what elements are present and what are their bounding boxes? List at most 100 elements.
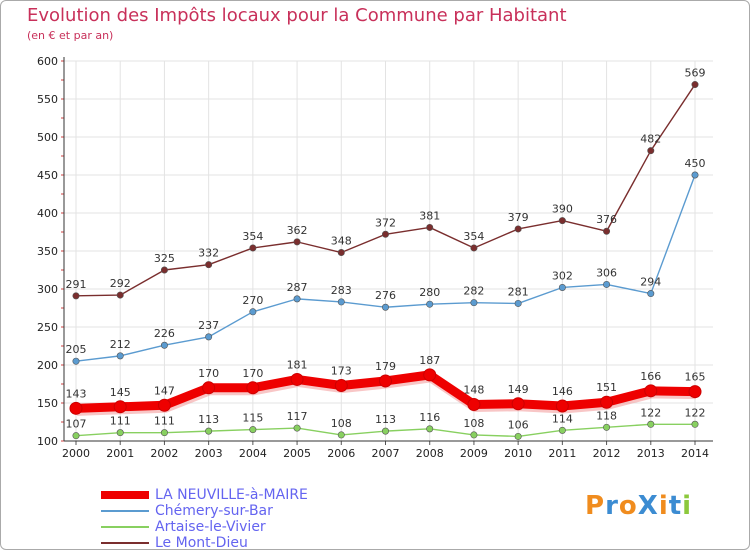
data-point (426, 223, 434, 231)
data-point (470, 299, 478, 307)
data-label: 117 (287, 410, 308, 423)
data-point (293, 238, 301, 246)
data-label: 113 (198, 413, 219, 426)
y-tick-label: 500 (37, 131, 58, 144)
data-label: 108 (331, 417, 352, 430)
data-point (337, 431, 345, 439)
data-point (691, 420, 699, 428)
data-label: 362 (287, 224, 308, 237)
x-tick-label: 2000 (62, 447, 90, 460)
data-point (691, 81, 699, 89)
data-label: 107 (66, 418, 87, 431)
data-label: 287 (287, 281, 308, 294)
data-label: 282 (463, 285, 484, 298)
data-label: 108 (463, 417, 484, 430)
data-point (202, 381, 216, 395)
logo-letter: X (637, 491, 659, 521)
x-tick-label: 2008 (416, 447, 444, 460)
data-point (116, 429, 124, 437)
data-label: 294 (640, 276, 661, 289)
data-point (293, 295, 301, 303)
data-point (113, 400, 127, 414)
data-label: 325 (154, 252, 175, 265)
data-label: 113 (375, 413, 396, 426)
data-point (205, 261, 213, 269)
data-label: 170 (198, 367, 219, 380)
data-point (334, 379, 348, 393)
data-label: 116 (419, 411, 440, 424)
x-tick-label: 2001 (106, 447, 134, 460)
x-tick-label: 2003 (195, 447, 223, 460)
data-label: 292 (110, 277, 131, 290)
y-tick-label: 600 (37, 55, 58, 68)
legend-swatch (101, 510, 149, 512)
data-label: 381 (419, 209, 440, 222)
legend-label: Chémery-sur-Bar (155, 503, 273, 519)
data-label: 354 (463, 230, 484, 243)
data-label: 122 (640, 406, 661, 419)
legend-swatch (101, 526, 149, 528)
data-point (160, 266, 168, 274)
data-point (647, 420, 655, 428)
y-tick-label: 200 (37, 359, 58, 372)
data-label: 143 (66, 387, 87, 400)
data-point (72, 357, 80, 365)
legend-swatch (101, 542, 149, 544)
legend-item-mont-dieu: Le Mont-Dieu (101, 535, 308, 549)
data-point (381, 427, 389, 435)
data-label: 111 (154, 415, 175, 428)
data-label: 379 (508, 211, 529, 224)
legend-item-chemery: Chémery-sur-Bar (101, 503, 308, 519)
x-tick-label: 2011 (548, 447, 576, 460)
data-label: 281 (508, 285, 529, 298)
data-point (647, 290, 655, 298)
y-tick-label: 450 (37, 169, 58, 182)
y-tick-label: 100 (37, 435, 58, 448)
legend-item-la-neuville: LA NEUVILLE-à-MAIRE (101, 487, 308, 503)
data-point (514, 299, 522, 307)
data-label: 354 (242, 230, 263, 243)
data-label: 283 (331, 284, 352, 297)
data-label: 179 (375, 360, 396, 373)
data-point (205, 333, 213, 341)
data-point (116, 291, 124, 299)
data-label: 145 (110, 386, 131, 399)
y-tick-label: 150 (37, 397, 58, 410)
data-label: 450 (685, 157, 706, 170)
data-label: 181 (287, 358, 308, 371)
logo-letter: P (585, 491, 606, 521)
data-label: 276 (375, 289, 396, 302)
data-point (558, 426, 566, 434)
data-point (603, 280, 611, 288)
y-tick-label: 400 (37, 207, 58, 220)
data-point (644, 384, 658, 398)
data-point (72, 292, 80, 300)
data-point (600, 395, 614, 409)
data-label: 147 (154, 384, 175, 397)
data-point (116, 352, 124, 360)
x-tick-label: 2004 (239, 447, 267, 460)
y-tick-label: 250 (37, 321, 58, 334)
data-point (379, 374, 392, 388)
data-point (647, 147, 655, 155)
data-point (558, 217, 566, 225)
proxiti-logo: ProXiti (585, 491, 692, 521)
data-label: 187 (419, 354, 440, 367)
logo-letter: i (658, 491, 669, 521)
data-point (160, 341, 168, 349)
legend-label: Artaise-le-Vivier (155, 519, 266, 535)
data-label: 376 (596, 213, 617, 226)
data-label: 170 (242, 367, 263, 380)
chart-title: Evolution des Impôts locaux pour la Comm… (27, 5, 567, 26)
data-point (249, 244, 257, 252)
data-point (691, 171, 699, 179)
legend-swatch (101, 491, 149, 499)
data-label: 114 (552, 412, 573, 425)
data-point (157, 398, 171, 412)
data-label: 205 (66, 343, 87, 356)
data-label: 148 (463, 384, 484, 397)
data-point (470, 244, 478, 252)
data-point (511, 397, 525, 411)
data-label: 302 (552, 269, 573, 282)
